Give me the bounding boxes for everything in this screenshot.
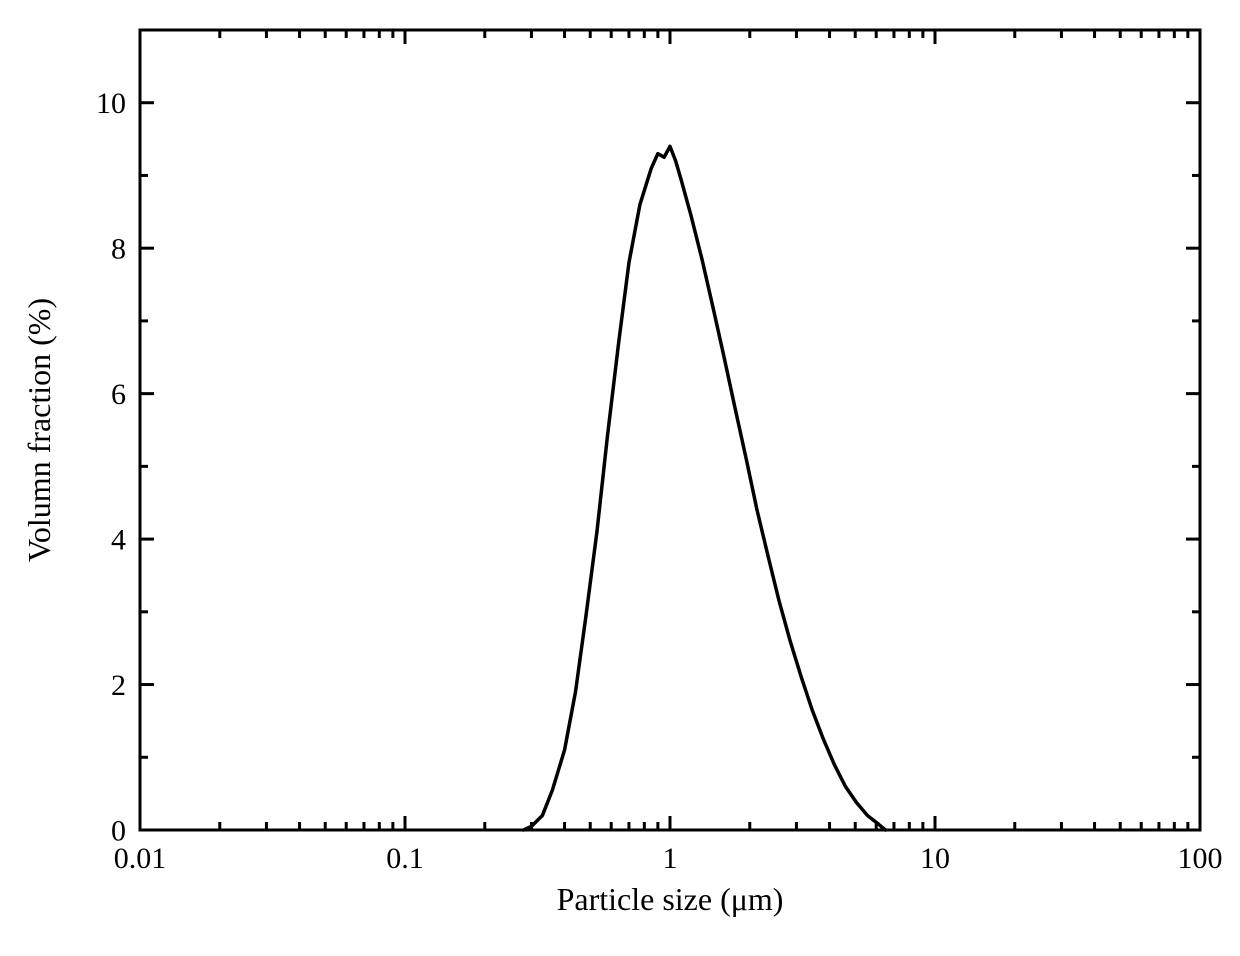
y-tick-label: 6	[111, 378, 126, 411]
y-tick-label: 10	[96, 87, 126, 120]
y-axis-label: Volumn fraction (%)	[21, 298, 57, 562]
y-tick-label: 0	[111, 815, 126, 848]
x-axis-label: Particle size (μm)	[557, 881, 784, 917]
y-tick-label: 4	[111, 524, 126, 557]
x-tick-label: 0.1	[386, 842, 424, 875]
y-tick-label: 8	[111, 233, 126, 266]
x-tick-label: 1	[663, 842, 678, 875]
y-tick-label: 2	[111, 669, 126, 702]
chart-svg: 0.010.11101000246810Particle size (μm)Vo…	[0, 0, 1240, 956]
x-tick-label: 100	[1178, 842, 1223, 875]
x-tick-label: 10	[920, 842, 950, 875]
particle-size-chart: 0.010.11101000246810Particle size (μm)Vo…	[0, 0, 1240, 956]
